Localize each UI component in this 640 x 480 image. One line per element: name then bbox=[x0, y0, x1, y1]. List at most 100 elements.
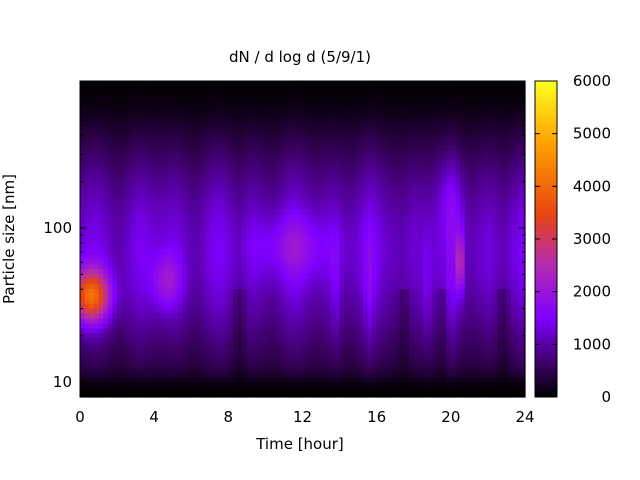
heatmap-cell bbox=[107, 135, 114, 141]
heatmap-cell bbox=[117, 342, 123, 349]
heatmap-cell bbox=[130, 258, 137, 265]
heatmap-cell bbox=[260, 239, 267, 245]
heatmap-cell bbox=[409, 362, 415, 368]
heatmap-cell bbox=[316, 322, 322, 329]
heatmap-cell bbox=[274, 313, 280, 319]
heatmap-cell bbox=[311, 155, 318, 161]
heatmap-cell bbox=[181, 258, 188, 265]
heatmap-cell bbox=[191, 95, 197, 102]
heatmap-cell bbox=[103, 234, 109, 240]
heatmap-cell bbox=[325, 115, 331, 122]
heatmap-cell bbox=[223, 322, 229, 329]
heatmap-cell bbox=[93, 303, 100, 309]
heatmap-cell bbox=[265, 184, 271, 191]
heatmap-cell bbox=[381, 308, 387, 314]
heatmap-cell bbox=[195, 234, 202, 240]
heatmap-cell bbox=[177, 234, 183, 240]
heatmap-cell bbox=[348, 174, 355, 181]
heatmap-cell bbox=[302, 367, 308, 373]
heatmap-cell bbox=[362, 392, 368, 398]
heatmap-cell bbox=[205, 357, 211, 364]
heatmap-cell bbox=[163, 120, 169, 127]
heatmap-cell bbox=[399, 332, 406, 339]
heatmap-cell bbox=[270, 214, 276, 220]
heatmap-cell bbox=[172, 293, 178, 299]
heatmap-cell bbox=[205, 342, 211, 349]
heatmap-cell bbox=[251, 199, 257, 206]
heatmap-cell bbox=[112, 155, 118, 161]
heatmap-cell bbox=[214, 243, 220, 250]
heatmap-cell bbox=[270, 160, 276, 166]
heatmap-cell bbox=[307, 160, 313, 166]
heatmap-cell bbox=[307, 337, 313, 344]
heatmap-cell bbox=[200, 357, 206, 364]
heatmap-cell bbox=[260, 219, 267, 225]
heatmap-cell bbox=[112, 243, 118, 250]
heatmap-cell bbox=[270, 81, 276, 87]
heatmap-cell bbox=[274, 268, 280, 275]
heatmap-cell bbox=[311, 273, 318, 280]
heatmap-cell bbox=[130, 332, 137, 339]
heatmap-cell bbox=[135, 85, 141, 92]
heatmap-cell bbox=[385, 140, 392, 146]
heatmap-cell bbox=[237, 179, 243, 186]
heatmap-cell bbox=[348, 110, 355, 117]
heatmap-cell bbox=[154, 382, 160, 388]
heatmap-cell bbox=[130, 209, 137, 215]
heatmap-cell bbox=[358, 85, 364, 92]
heatmap-cell bbox=[177, 81, 183, 87]
heatmap-cell bbox=[80, 81, 86, 87]
heatmap-cell bbox=[223, 199, 229, 206]
heatmap-cell bbox=[404, 258, 410, 265]
heatmap-cell bbox=[260, 303, 267, 309]
heatmap-cell bbox=[117, 135, 123, 141]
heatmap-cell bbox=[432, 194, 438, 201]
heatmap-cell bbox=[409, 169, 415, 176]
heatmap-cell bbox=[390, 377, 396, 383]
heatmap-cell bbox=[358, 145, 364, 151]
heatmap-cell bbox=[223, 318, 229, 324]
heatmap-cell bbox=[80, 372, 86, 378]
heatmap-cell bbox=[246, 293, 253, 299]
heatmap-cell bbox=[84, 298, 90, 304]
heatmap-cell bbox=[84, 387, 90, 393]
heatmap-cell bbox=[423, 110, 429, 117]
heatmap-cell bbox=[316, 115, 322, 122]
heatmap-cell bbox=[172, 377, 178, 383]
heatmap-cell bbox=[228, 347, 234, 354]
heatmap-cell bbox=[353, 120, 359, 127]
heatmap-cell bbox=[283, 169, 290, 176]
heatmap-cell bbox=[260, 288, 267, 294]
heatmap-cell bbox=[256, 352, 262, 359]
heatmap-cell bbox=[93, 357, 100, 364]
heatmap-cell bbox=[219, 347, 225, 354]
heatmap-cell bbox=[158, 174, 165, 181]
heatmap-cell bbox=[181, 184, 188, 191]
heatmap-cell bbox=[418, 288, 424, 294]
heatmap-cell bbox=[246, 115, 253, 122]
heatmap-cell bbox=[126, 288, 132, 294]
heatmap-cell bbox=[163, 342, 169, 349]
heatmap-cell bbox=[223, 268, 229, 275]
heatmap-cell bbox=[130, 81, 137, 87]
heatmap-cell bbox=[93, 352, 100, 359]
heatmap-cell bbox=[423, 219, 429, 225]
heatmap-cell bbox=[126, 160, 132, 166]
heatmap-cell bbox=[274, 347, 280, 354]
heatmap-cell bbox=[307, 268, 313, 275]
heatmap-cell bbox=[302, 174, 308, 181]
heatmap-cell bbox=[427, 140, 433, 146]
heatmap-cell bbox=[219, 263, 225, 270]
heatmap-cell bbox=[404, 204, 410, 210]
heatmap-cell bbox=[321, 332, 327, 339]
heatmap-cell bbox=[89, 273, 95, 280]
heatmap-cell bbox=[270, 372, 276, 378]
heatmap-cell bbox=[325, 243, 331, 250]
heatmap-cell bbox=[149, 90, 155, 97]
heatmap-cell bbox=[297, 337, 304, 344]
heatmap-cell bbox=[242, 90, 248, 97]
heatmap-cell bbox=[154, 303, 160, 309]
heatmap-cell bbox=[181, 347, 188, 354]
heatmap-cell bbox=[219, 179, 225, 186]
heatmap-cell bbox=[372, 387, 378, 393]
